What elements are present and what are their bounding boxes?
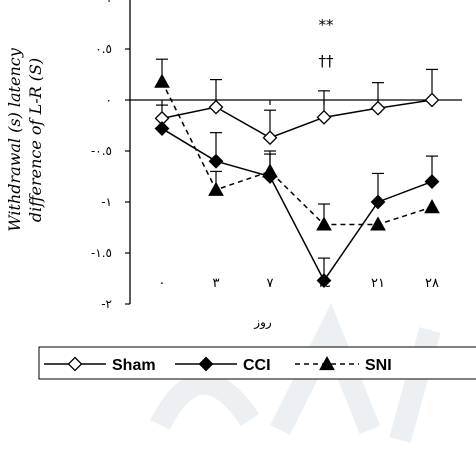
data-point: [370, 100, 386, 116]
x-tick-label: ۷: [267, 276, 274, 291]
data-point: [370, 216, 386, 231]
data-point: [154, 121, 170, 136]
series-sni: [154, 58, 440, 231]
data-point: [424, 199, 440, 214]
data-point: [154, 73, 170, 88]
data-point: [208, 99, 224, 115]
data-point: [424, 174, 440, 190]
x-tick-label: ۳: [213, 276, 220, 291]
y-axis-title-line-1: Withdrawal (s) latency: [5, 47, 24, 231]
legend-items: Sham CCI SNI: [44, 355, 392, 374]
significance-annotation: **: [319, 16, 335, 34]
data-point: [370, 194, 386, 210]
data-point: [316, 109, 332, 125]
legend: Sham CCI SNI: [38, 346, 476, 380]
data-point: [424, 92, 440, 108]
series: [154, 58, 440, 288]
series-sham: [154, 68, 440, 146]
y-tick-label: ١: [106, 0, 112, 5]
data-point: [262, 163, 278, 178]
legend-item-cci: CCI: [175, 356, 271, 374]
y-tick-label: -١.٥: [91, 246, 112, 260]
y-axis-title: Withdrawal (s) latency difference of L-R…: [5, 47, 45, 231]
series-line: [161, 127, 433, 282]
y-tick-label: -٢: [101, 297, 112, 311]
data-point: [67, 356, 83, 372]
x-axis-title: روز: [253, 315, 272, 330]
legend-item-sni: SNI: [295, 355, 392, 374]
legend-box: [38, 346, 476, 380]
y-tick-label: ٠: [106, 93, 112, 107]
data-point: [208, 181, 224, 196]
series-cci: [154, 121, 440, 288]
data-point: [198, 356, 214, 372]
data-point: [319, 355, 335, 371]
y-tick-label: -٠.٥: [91, 144, 112, 158]
data-point: [316, 273, 332, 288]
legend-label: CCI: [243, 357, 271, 374]
y-tick-label: ٠.٥: [95, 42, 112, 56]
x-tick-label: ۲۸: [425, 276, 439, 291]
data-point: [262, 130, 278, 146]
axes: [129, 0, 462, 304]
significance-annotation: ††: [319, 52, 335, 70]
legend-item-sham: Sham: [44, 356, 156, 374]
data-point: [208, 153, 224, 169]
y-ticks: ١ ٠.٥ ٠ -٠.٥ -١ -١.٥ -٢: [91, 0, 130, 311]
legend-label: Sham: [112, 357, 156, 374]
series-line: [161, 81, 433, 226]
series-line: [161, 99, 433, 139]
y-tick-label: -١: [101, 195, 112, 209]
x-tick-label: ۰: [159, 276, 166, 291]
annotations: ** ††: [319, 16, 335, 70]
y-axis-title-line-2: difference of L-R (S): [26, 58, 45, 222]
x-tick-label: ۲١: [371, 276, 385, 291]
data-point: [316, 216, 332, 231]
legend-label: SNI: [365, 357, 392, 374]
